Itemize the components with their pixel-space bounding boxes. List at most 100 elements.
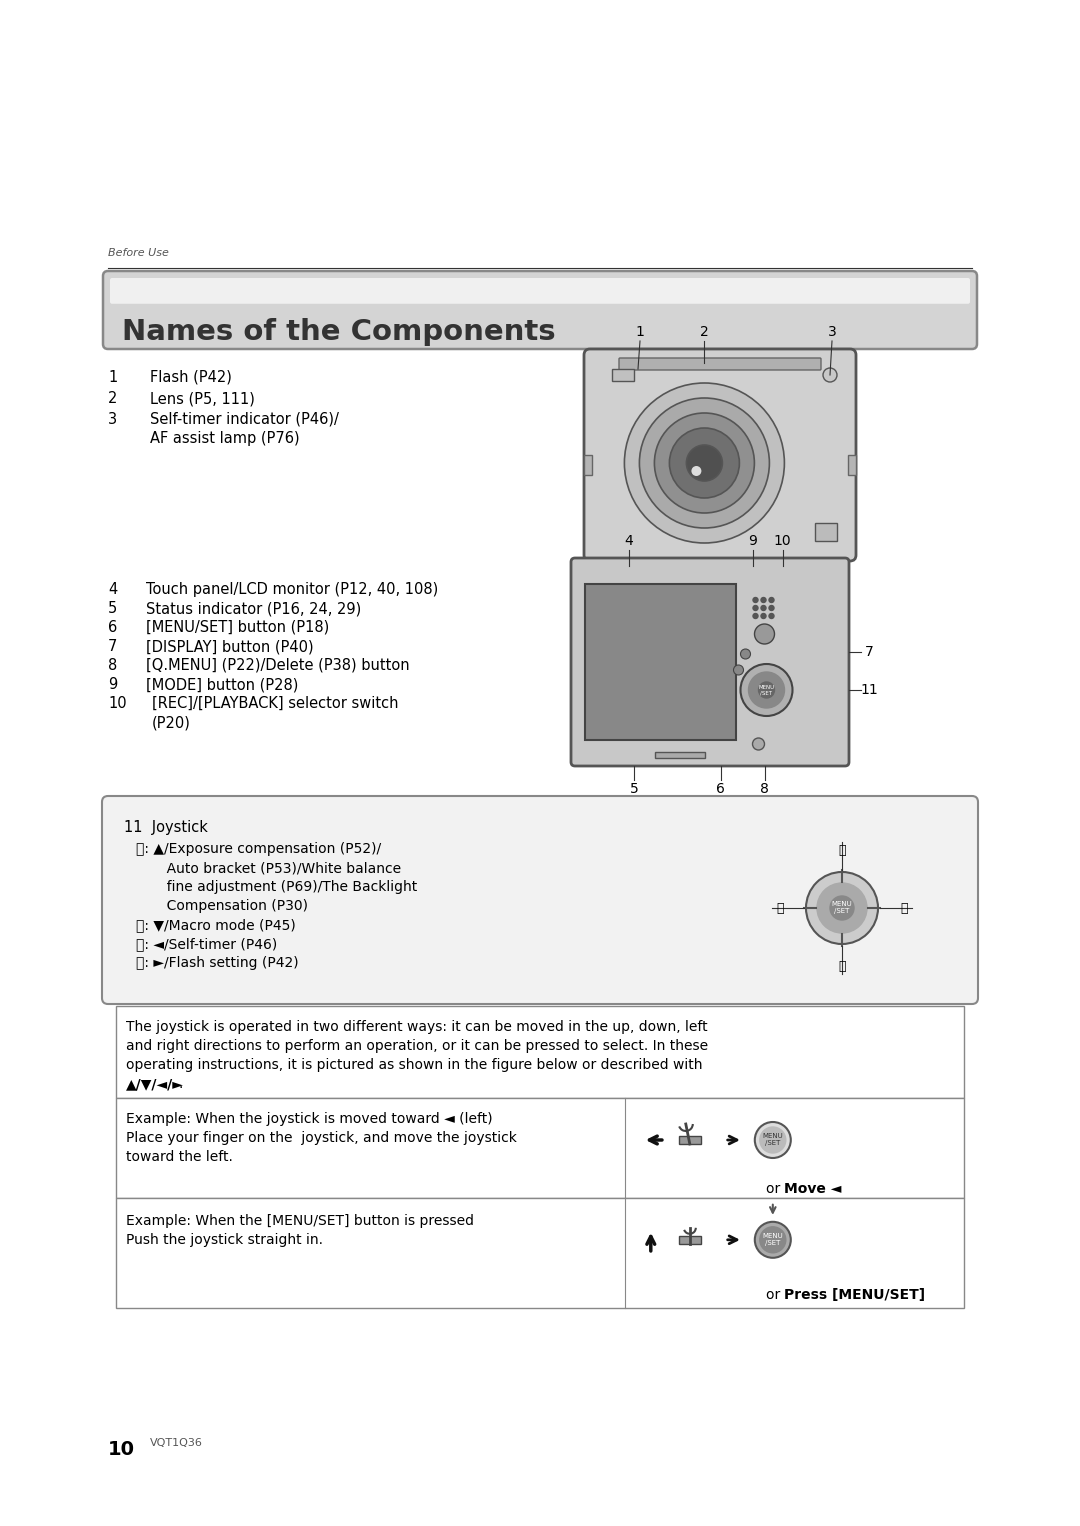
Text: 4: 4 [108, 581, 118, 597]
Text: [DISPLAY] button (P40): [DISPLAY] button (P40) [146, 639, 313, 655]
Text: Ⓒ: ◄/Self-timer (P46): Ⓒ: ◄/Self-timer (P46) [136, 937, 278, 951]
Text: 2: 2 [108, 391, 118, 406]
Text: [Q.MENU] (P22)/Delete (P38) button: [Q.MENU] (P22)/Delete (P38) button [146, 658, 409, 673]
Text: 5: 5 [108, 601, 118, 617]
Circle shape [639, 398, 769, 528]
Text: toward the left.: toward the left. [126, 1151, 233, 1164]
Text: [MODE] button (P28): [MODE] button (P28) [146, 678, 298, 691]
Text: 10: 10 [108, 696, 126, 711]
FancyBboxPatch shape [103, 272, 977, 349]
Circle shape [816, 884, 867, 932]
FancyBboxPatch shape [571, 559, 849, 766]
Circle shape [748, 671, 784, 708]
Text: [MENU/SET] button (P18): [MENU/SET] button (P18) [146, 620, 329, 635]
Circle shape [687, 446, 723, 481]
Text: 3: 3 [827, 325, 836, 339]
Text: Ⓐ: Ⓐ [838, 844, 846, 856]
Text: 5: 5 [630, 781, 638, 797]
Text: [REC]/[PLAYBACK] selector switch: [REC]/[PLAYBACK] selector switch [152, 696, 399, 711]
Circle shape [741, 664, 793, 716]
Text: MENU
/SET: MENU /SET [762, 1233, 783, 1247]
Bar [679, 1135, 701, 1144]
Text: fine adjustment (P69)/The Backlight: fine adjustment (P69)/The Backlight [136, 881, 417, 894]
Text: MENU
/SET: MENU /SET [758, 685, 774, 696]
FancyBboxPatch shape [619, 359, 821, 369]
Text: 3: 3 [108, 412, 117, 427]
Text: 1: 1 [108, 369, 118, 385]
Text: Status indicator (P16, 24, 29): Status indicator (P16, 24, 29) [146, 601, 361, 617]
Circle shape [755, 1222, 791, 1257]
Circle shape [769, 613, 774, 618]
Text: Self-timer indicator (P46)/: Self-timer indicator (P46)/ [150, 412, 339, 427]
Text: 7: 7 [108, 639, 118, 655]
Bar [585, 584, 737, 740]
Text: 10: 10 [773, 534, 792, 548]
Text: 7: 7 [865, 645, 874, 659]
Text: 4: 4 [624, 534, 633, 548]
Text: 8: 8 [760, 781, 769, 797]
Text: 8: 8 [108, 658, 118, 673]
Circle shape [761, 598, 766, 603]
Text: (P20): (P20) [152, 716, 191, 729]
Text: Auto bracket (P53)/White balance: Auto bracket (P53)/White balance [136, 861, 401, 874]
Circle shape [823, 368, 837, 382]
Text: Touch panel/LCD monitor (P12, 40, 108): Touch panel/LCD monitor (P12, 40, 108) [146, 581, 438, 597]
Bar [584, 455, 592, 475]
Text: Place your finger on the  joystick, and move the joystick: Place your finger on the joystick, and m… [126, 1131, 517, 1144]
Text: Ⓓ: ►/Flash setting (P42): Ⓓ: ►/Flash setting (P42) [136, 955, 299, 971]
Text: Ⓓ: Ⓓ [901, 902, 908, 914]
Text: Lens (P5, 111): Lens (P5, 111) [150, 391, 255, 406]
FancyBboxPatch shape [116, 1198, 964, 1308]
Circle shape [691, 465, 701, 476]
Text: Ⓐ: ▲/Exposure compensation (P52)/: Ⓐ: ▲/Exposure compensation (P52)/ [136, 842, 381, 856]
Text: 10: 10 [108, 1441, 135, 1459]
Text: 11  Joystick: 11 Joystick [124, 819, 207, 835]
Text: operating instructions, it is pictured as shown in the figure below or described: operating instructions, it is pictured a… [126, 1058, 702, 1071]
Circle shape [769, 606, 774, 610]
Bar [848, 455, 856, 475]
Circle shape [741, 649, 751, 659]
Text: 6: 6 [716, 781, 726, 797]
Text: Ⓑ: ▼/Macro mode (P45): Ⓑ: ▼/Macro mode (P45) [136, 919, 296, 932]
Text: 9: 9 [748, 534, 757, 548]
Text: 1: 1 [635, 325, 645, 339]
Text: VQT1Q36: VQT1Q36 [150, 1437, 203, 1448]
Text: 6: 6 [108, 620, 118, 635]
Text: Ⓑ: Ⓑ [838, 960, 846, 972]
Bar [679, 1236, 701, 1244]
Text: or: or [766, 1183, 784, 1196]
FancyBboxPatch shape [102, 797, 978, 1004]
FancyBboxPatch shape [110, 278, 970, 304]
Text: MENU
/SET: MENU /SET [762, 1134, 783, 1146]
Text: ▲/▼/◄/►: ▲/▼/◄/► [126, 1077, 184, 1091]
Text: Names of the Components: Names of the Components [122, 319, 555, 346]
Circle shape [755, 1122, 791, 1158]
Circle shape [755, 624, 774, 644]
Text: MENU
/SET: MENU /SET [832, 902, 852, 914]
Circle shape [654, 414, 755, 513]
Text: Push the joystick straight in.: Push the joystick straight in. [126, 1233, 323, 1247]
Text: 9: 9 [108, 678, 118, 691]
Text: and right directions to perform an operation, or it can be pressed to select. In: and right directions to perform an opera… [126, 1039, 708, 1053]
Circle shape [733, 665, 743, 674]
Text: Flash (P42): Flash (P42) [150, 369, 232, 385]
Text: Press [MENU/SET]: Press [MENU/SET] [784, 1288, 926, 1302]
Circle shape [761, 606, 766, 610]
Circle shape [624, 383, 784, 543]
Bar [612, 369, 634, 382]
Circle shape [753, 598, 758, 603]
Text: Example: When the joystick is moved toward ◄ (left): Example: When the joystick is moved towa… [126, 1112, 492, 1126]
Circle shape [760, 1128, 786, 1154]
Circle shape [760, 1227, 786, 1253]
Circle shape [761, 613, 766, 618]
FancyBboxPatch shape [584, 349, 856, 562]
Bar [815, 523, 837, 542]
Text: 11: 11 [860, 684, 878, 697]
Circle shape [753, 613, 758, 618]
Text: .: . [178, 1077, 183, 1091]
Text: 2: 2 [700, 325, 708, 339]
Circle shape [758, 682, 774, 697]
Text: AF assist lamp (P76): AF assist lamp (P76) [150, 430, 299, 446]
Text: Ⓒ: Ⓒ [777, 902, 784, 914]
FancyBboxPatch shape [116, 1099, 964, 1198]
